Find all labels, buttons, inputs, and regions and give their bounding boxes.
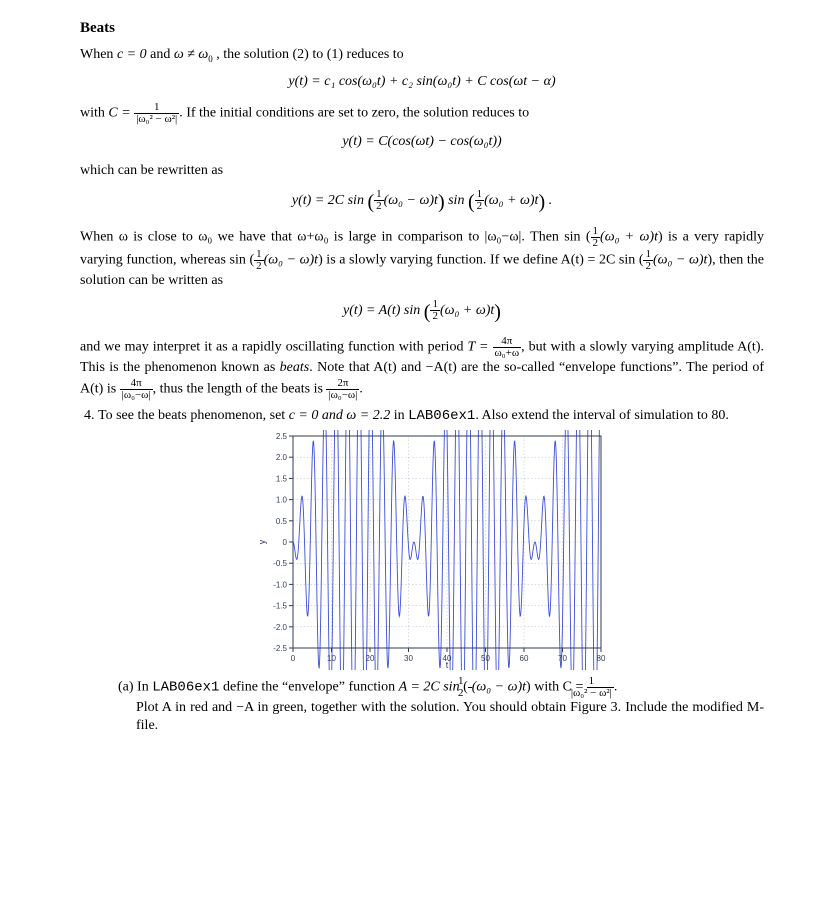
- para-interpret: and we may interpret it as a rapidly osc…: [80, 336, 764, 401]
- txt: . Also extend the interval of simulation…: [475, 408, 729, 423]
- txt: and we may interpret it as a rapidly osc…: [80, 339, 467, 354]
- para-close: When ω is close to ω₀ we have that ω+ω₀ …: [80, 226, 764, 291]
- question-4: To see the beats phenomenon, set c = 0 a…: [98, 407, 764, 737]
- equation-2: y(t) = C(cos(ωt) − cos(ω₀t)): [80, 133, 764, 152]
- svg-text:-1.0: -1.0: [273, 580, 287, 589]
- svg-text:1.5: 1.5: [276, 474, 288, 483]
- svg-text:80: 80: [597, 654, 606, 663]
- svg-text:1.0: 1.0: [276, 495, 288, 504]
- beatlen-frac: 2π|ω₀−ω|: [326, 378, 359, 401]
- half-frac-3: 12: [591, 226, 601, 249]
- txt: is a slowly varying function. If we defi…: [323, 253, 639, 268]
- eq3-arg2: (ω₀ + ω)t: [484, 193, 538, 208]
- txt: In: [137, 679, 152, 694]
- txt: When ω is close to ω₀ we have that ω+ω₀ …: [80, 230, 586, 245]
- txt: When: [80, 47, 117, 62]
- txt: define the “envelope” function: [219, 679, 398, 694]
- half-frac-6: 12: [430, 299, 440, 322]
- eq4-arg: (ω₀ + ω)t: [440, 303, 494, 318]
- txt: Plot A in red and −A in green, together …: [136, 700, 764, 734]
- equation-4: y(t) = A(t) sin (12(ω₀ + ω)t): [80, 299, 764, 326]
- txt: (ω₀ − ω)t: [264, 253, 318, 268]
- txt: in: [390, 408, 408, 423]
- eq3-arg1: (ω₀ − ω)t: [384, 193, 438, 208]
- svg-text:2.0: 2.0: [276, 453, 288, 462]
- txt: with: [80, 106, 108, 121]
- svg-text:20: 20: [366, 654, 375, 663]
- svg-text:-1.5: -1.5: [273, 601, 287, 610]
- svg-text:-0.5: -0.5: [273, 559, 287, 568]
- txt: To see the beats phenomenon, set: [98, 408, 289, 423]
- svg-text:y: y: [257, 539, 267, 544]
- svg-text:0.5: 0.5: [276, 516, 288, 525]
- svg-text:-2.5: -2.5: [273, 644, 287, 653]
- sym-wneq: ω ≠ ω0: [174, 47, 213, 62]
- q4-cw: c = 0 and ω = 2.2: [289, 408, 391, 423]
- para-rewrite: which can be rewritten as: [80, 162, 764, 181]
- svg-text:2.5: 2.5: [276, 432, 288, 441]
- question-4a: (a) In LAB06ex1 define the “envelope” fu…: [136, 676, 764, 737]
- txt: (ω₀ − ω)t: [653, 253, 707, 268]
- eq3-mid: sin: [445, 193, 468, 208]
- Aperiod-frac: 4π|ω₀−ω|: [120, 378, 153, 401]
- txt: (ω₀ + ω)t: [600, 230, 658, 245]
- txt: .: [614, 679, 618, 694]
- eq3-pre: y(t) = 2C sin: [292, 193, 368, 208]
- svg-text:10: 10: [327, 654, 336, 663]
- para-intro: When c = 0 and ω ≠ ω0 , the solution (2)…: [80, 46, 764, 65]
- txt: and: [147, 47, 174, 62]
- q4a-Cfrac: 1|ω₀² − ω²|: [587, 676, 614, 699]
- txt: , thus the length of the beats is: [153, 381, 327, 396]
- q4a-arg: (ω₀ − ω)t: [472, 679, 526, 694]
- equation-3: y(t) = 2C sin (12(ω₀ − ω)t) sin (12(ω₀ +…: [80, 189, 764, 216]
- svg-text:50: 50: [481, 654, 490, 663]
- beats-chart: 01020304050607080-2.5-2.0-1.5-1.0-0.500.…: [255, 430, 607, 670]
- equation-1: y(t) = c₁ cos(ω₀t) + c₂ sin(ω₀t) + C cos…: [80, 73, 764, 92]
- svg-text:0: 0: [291, 654, 296, 663]
- svg-text:-2.0: -2.0: [273, 622, 287, 631]
- svg-text:30: 30: [404, 654, 413, 663]
- C-frac: 1|ω₀² − ω²|: [134, 102, 179, 125]
- half-frac-4: 12: [254, 249, 264, 272]
- para-withC: with C = 1|ω₀² − ω²|. If the initial con…: [80, 102, 764, 125]
- file-ref-2: LAB06ex1: [152, 679, 219, 695]
- section-title: Beats: [80, 18, 764, 38]
- svg-text:70: 70: [558, 654, 567, 663]
- file-ref-1: LAB06ex1: [408, 408, 475, 424]
- half-frac-1: 12: [374, 189, 384, 212]
- half-frac-2: 12: [475, 189, 485, 212]
- beats-word: beats: [280, 360, 310, 375]
- svg-text:0: 0: [283, 538, 288, 547]
- svg-text:60: 60: [520, 654, 529, 663]
- txt: , the solution (2) to (1) reduces to: [213, 47, 404, 62]
- sym-c0: c = 0: [117, 47, 147, 62]
- sym-Ceq: C =: [108, 106, 134, 121]
- T-frac: 4πω₀+ω: [493, 336, 522, 359]
- txt: . If the initial conditions are set to z…: [179, 106, 529, 121]
- sym-Teq: T =: [467, 339, 492, 354]
- q4a-Aeq: A = 2C sin: [399, 679, 463, 694]
- eq4-pre: y(t) = A(t) sin: [343, 303, 424, 318]
- half-frac-5: 12: [643, 249, 653, 272]
- eq3-post: .: [545, 193, 552, 208]
